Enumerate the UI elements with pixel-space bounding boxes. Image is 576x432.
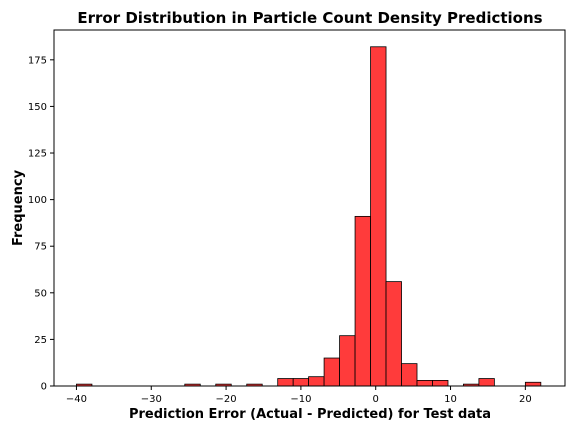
y-tick-label: 100 (28, 195, 47, 206)
histogram-bar (354, 215, 371, 387)
histogram-bar (524, 381, 542, 387)
histogram-bar (339, 335, 356, 387)
y-tick-label: 75 (34, 242, 47, 253)
y-tick-label: 125 (28, 149, 47, 160)
x-tick-label: 10 (444, 394, 457, 405)
histogram-bar (432, 380, 449, 387)
y-tick-label: 0 (41, 382, 47, 393)
x-tick-label: −40 (66, 394, 87, 405)
y-tick-label: 150 (28, 102, 47, 113)
x-tick-label: 0 (373, 394, 379, 405)
histogram-bar (401, 363, 418, 387)
x-tick-label: −30 (141, 394, 162, 405)
plot-frame (53, 29, 566, 387)
histogram-bar (416, 380, 433, 387)
y-tick-label: 175 (28, 55, 47, 66)
bars-layer (76, 46, 542, 387)
x-tick-label: 20 (519, 394, 532, 405)
histogram-bar (292, 378, 310, 387)
y-tick-label: 25 (34, 335, 47, 346)
histogram-bar (370, 46, 387, 387)
ticks-layer: −40 −30 −20 −10 0 10 20 0 25 50 75 100 125 150 175 (28, 55, 532, 405)
chart-title: Error Distribution in Particle Count Den… (77, 9, 542, 27)
histogram-bar (478, 378, 495, 387)
x-axis-label: Prediction Error (Actual - Predicted) fo… (129, 407, 491, 422)
x-tick-label: −10 (290, 394, 311, 405)
x-tick-label: −20 (216, 394, 237, 405)
histogram-bar (308, 376, 325, 387)
y-tick-label: 50 (34, 288, 47, 299)
y-axis-label: Frequency (11, 169, 26, 246)
histogram-bar (323, 357, 340, 387)
histogram-bar (277, 378, 294, 387)
histogram-bar (385, 281, 402, 387)
